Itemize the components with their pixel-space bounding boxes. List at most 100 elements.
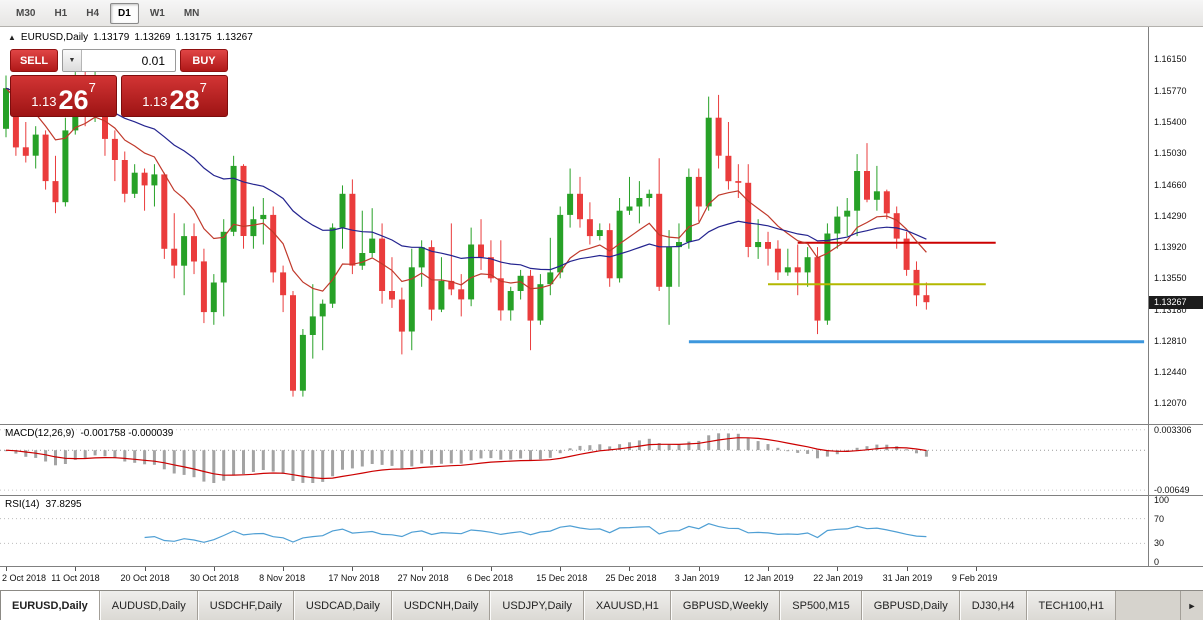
- sell-button[interactable]: SELL: [10, 49, 58, 72]
- macd-histogram-bar: [44, 450, 48, 462]
- macd-histogram-bar: [449, 450, 453, 464]
- rsi-axis-label: 70: [1154, 513, 1165, 524]
- macd-histogram-bar: [489, 450, 493, 459]
- macd-pane: MACD(12,26,9) -0.001758 -0.000039 0.0033…: [0, 424, 1203, 495]
- macd-histogram-bar: [222, 450, 226, 481]
- timeframe-button-d1[interactable]: D1: [110, 2, 139, 24]
- time-axis-label: 15 Dec 2018: [536, 573, 588, 583]
- macd-histogram-bar: [657, 443, 661, 451]
- volume-dropdown-button[interactable]: ▼: [63, 50, 82, 71]
- candle-body: [418, 247, 425, 268]
- candle-body: [359, 253, 366, 266]
- macd-histogram-bar: [232, 450, 236, 475]
- moving-average-line: [5, 87, 927, 292]
- timeframe-button-m30[interactable]: M30: [16, 7, 36, 19]
- chart-symbol-label: EURUSD,Daily: [20, 32, 89, 43]
- candle-body: [458, 289, 465, 300]
- chart-tab-usdcad-daily[interactable]: USDCAD,Daily: [293, 591, 392, 620]
- sell-price-prefix: 1.13: [31, 94, 57, 109]
- macd-histogram-bar: [400, 450, 404, 469]
- one-click-toggle-icon[interactable]: ▲: [8, 33, 16, 42]
- tab-scroll-right-button[interactable]: ►: [1180, 591, 1203, 620]
- timeframe-button-mn[interactable]: MN: [183, 7, 200, 19]
- time-axis-label: 12 Jan 2019: [744, 573, 794, 583]
- candle-body: [685, 176, 692, 242]
- chart-tab-dj30-h4[interactable]: DJ30,H4: [959, 591, 1027, 620]
- macd-histogram-bar: [825, 450, 829, 457]
- candle-body: [626, 206, 633, 211]
- macd-histogram-bar: [697, 440, 701, 451]
- candle-body: [596, 230, 603, 236]
- timeframe-button-h4[interactable]: H4: [86, 7, 100, 19]
- chart-tab-usdjpy-daily[interactable]: USDJPY,Daily: [490, 591, 584, 620]
- macd-axis[interactable]: 0.003306 -0.00649: [1148, 425, 1203, 495]
- macd-histogram-bar: [548, 450, 552, 458]
- macd-histogram-bar: [192, 450, 196, 478]
- candle-body: [448, 280, 455, 290]
- candle-body: [646, 193, 653, 198]
- macd-values: -0.001758 -0.000039: [80, 428, 174, 439]
- price-axis[interactable]: 1.16150 1.15770 1.15400 1.15030 1.14660 1.142…: [1148, 27, 1203, 424]
- time-axis-tick: [352, 567, 354, 571]
- candle-body: [161, 174, 168, 249]
- macd-histogram-bar: [786, 450, 790, 452]
- chart-tab-audusd-daily[interactable]: AUDUSD,Daily: [99, 591, 198, 620]
- chart-tab-xauusd-h1[interactable]: XAUUSD,H1: [583, 591, 671, 620]
- buy-button[interactable]: BUY: [180, 49, 228, 72]
- chart-tab-tech100-h1[interactable]: TECH100,H1: [1026, 591, 1116, 620]
- macd-canvas[interactable]: [0, 425, 1148, 495]
- macd-histogram-bar: [509, 450, 513, 460]
- ohlc-close: 1.13267: [216, 32, 253, 43]
- sell-price-button[interactable]: 1.13 26 7: [10, 75, 117, 117]
- candle-body: [191, 236, 197, 262]
- candle-body: [3, 88, 9, 129]
- candle-body: [32, 134, 39, 156]
- chart-tab-gbpusd-weekly[interactable]: GBPUSD,Weekly: [670, 591, 781, 620]
- candle-body: [715, 117, 722, 156]
- chart-tab-gbpusd-daily[interactable]: GBPUSD,Daily: [861, 591, 960, 620]
- chart-tab-sp500-m15[interactable]: SP500,M15: [780, 591, 862, 620]
- chart-tabs: EURUSD,Daily AUDUSD,Daily USDCHF,Daily USDC…: [0, 591, 1180, 620]
- macd-axis-label: -0.00649: [1154, 485, 1190, 496]
- volume-input[interactable]: 0.01: [141, 53, 165, 68]
- candle-body: [794, 267, 801, 273]
- candle-body: [656, 193, 663, 287]
- rsi-axis-label: 100: [1154, 495, 1170, 505]
- macd-histogram-bar: [796, 450, 800, 453]
- rsi-axis[interactable]: 100 70 30 0: [1148, 495, 1203, 567]
- candle-body: [181, 236, 188, 266]
- time-axis[interactable]: 2 Oct 2018 11 Oct 2018 20 Oct 2018 30 Oct 2…: [0, 566, 1203, 590]
- macd-histogram-bar: [439, 450, 443, 464]
- macd-histogram-bar: [677, 444, 681, 451]
- candle-body: [42, 134, 49, 182]
- tab-scroll-right-icon: ►: [1187, 600, 1197, 611]
- candle-body: [200, 261, 207, 313]
- macd-histogram-bar: [162, 450, 166, 470]
- chart-tab-eurusd-daily[interactable]: EURUSD,Daily: [0, 591, 100, 620]
- time-axis-tick: [560, 567, 562, 571]
- candle-body: [873, 191, 880, 200]
- macd-title: MACD(12,26,9): [5, 428, 75, 439]
- macd-histogram-bar: [341, 450, 344, 470]
- price-axis-label: 1.13920: [1154, 242, 1187, 253]
- timeframe-button-w1[interactable]: W1: [149, 7, 165, 19]
- chart-tab-usdchf-daily[interactable]: USDCHF,Daily: [197, 591, 294, 620]
- time-axis-tick: [75, 567, 77, 571]
- time-axis-tick: [768, 567, 770, 571]
- price-axis-label: 1.15770: [1154, 85, 1187, 96]
- candle-body: [517, 275, 524, 291]
- macd-histogram-bar: [746, 438, 750, 451]
- macd-histogram-bar: [816, 450, 819, 459]
- candle-body: [883, 191, 890, 214]
- rsi-canvas[interactable]: [0, 496, 1148, 566]
- candle-body: [210, 282, 217, 313]
- chart-tab-usdcnh-daily[interactable]: USDCNH,Daily: [391, 591, 491, 620]
- macd-histogram-bar: [558, 450, 562, 454]
- time-axis-label: 20 Oct 2018: [120, 573, 170, 583]
- macd-histogram-bar: [133, 450, 137, 463]
- buy-price-button[interactable]: 1.13 28 7: [121, 75, 228, 117]
- macd-histogram-bar: [479, 450, 483, 459]
- macd-histogram-bar: [766, 444, 770, 451]
- timeframe-button-h1[interactable]: H1: [54, 7, 68, 19]
